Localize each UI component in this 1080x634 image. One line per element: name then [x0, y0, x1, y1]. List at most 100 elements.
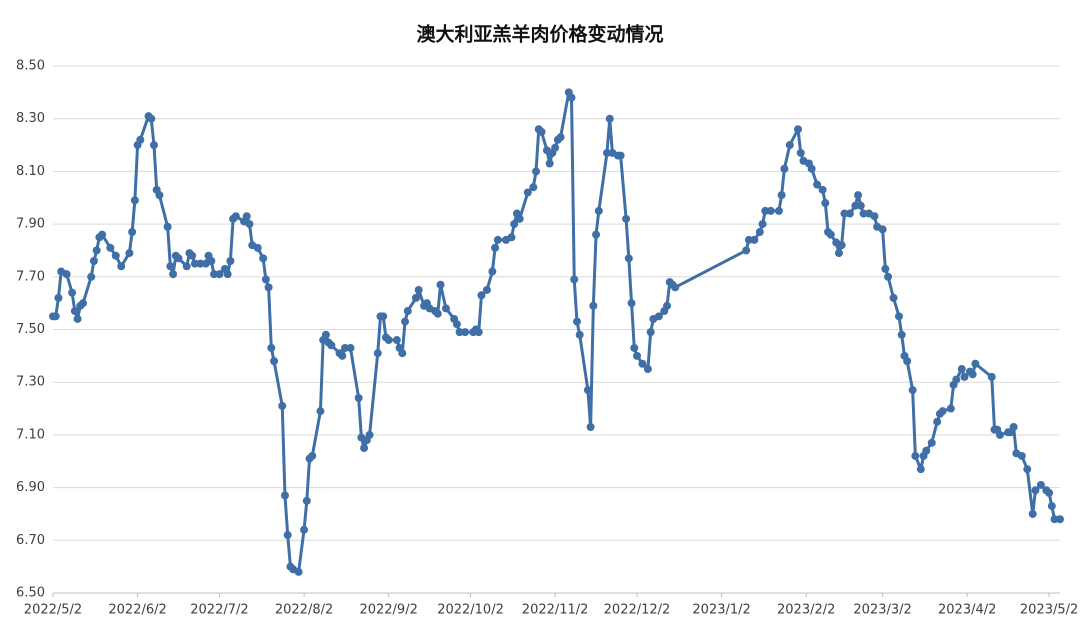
data-point	[845, 209, 854, 218]
data-point	[491, 243, 500, 252]
x-tick-label: 2022/9/2	[359, 603, 417, 618]
data-point	[188, 251, 197, 260]
x-tick-label: 2022/5/2	[24, 603, 82, 618]
data-point	[551, 143, 560, 152]
data-point	[294, 567, 303, 576]
data-point	[933, 417, 942, 426]
data-point	[379, 312, 388, 321]
data-point	[995, 430, 1004, 439]
data-point	[586, 422, 595, 431]
data-point	[354, 394, 363, 403]
data-point	[253, 243, 262, 252]
data-point	[441, 304, 450, 313]
data-point	[813, 180, 822, 189]
data-point	[532, 167, 541, 176]
data-point	[654, 312, 663, 321]
data-point	[515, 214, 524, 223]
x-tick-label: 2022/10/2	[437, 603, 504, 618]
data-point	[889, 293, 898, 302]
data-point	[510, 220, 519, 229]
data-point	[818, 185, 827, 194]
data-point	[758, 220, 767, 229]
data-point	[616, 151, 625, 160]
data-point	[384, 336, 393, 345]
data-point	[646, 328, 655, 337]
data-point	[215, 270, 224, 279]
data-point	[884, 272, 893, 281]
y-tick-label: 7.70	[16, 269, 45, 284]
y-tick-label: 7.90	[16, 217, 45, 232]
data-point	[147, 114, 156, 123]
data-point	[1028, 509, 1037, 518]
data-point	[182, 262, 191, 271]
data-point	[360, 444, 369, 453]
data-point	[570, 275, 579, 284]
data-point	[663, 301, 672, 310]
data-point	[1045, 488, 1054, 497]
data-point	[807, 164, 816, 173]
data-point	[267, 343, 276, 352]
data-point	[398, 349, 407, 358]
y-tick-label: 8.50	[16, 59, 45, 74]
data-point	[834, 249, 843, 258]
data-point	[283, 531, 292, 540]
data-point	[111, 251, 120, 260]
data-point	[316, 407, 325, 416]
data-point	[881, 264, 890, 273]
data-point	[957, 365, 966, 374]
data-point	[627, 299, 636, 308]
data-point	[280, 491, 289, 500]
data-point	[922, 446, 931, 455]
data-point	[488, 267, 497, 276]
data-point	[774, 206, 783, 215]
data-point	[128, 228, 137, 237]
data-point	[1047, 502, 1056, 511]
y-tick-label: 7.10	[16, 427, 45, 442]
data-point	[166, 262, 175, 271]
x-tick-label: 2023/4/2	[938, 603, 996, 618]
x-tick-label: 2022/8/2	[275, 603, 333, 618]
data-point	[493, 235, 502, 244]
data-point	[136, 135, 145, 144]
data-point	[750, 235, 759, 244]
data-point	[545, 159, 554, 168]
data-point	[270, 357, 279, 366]
data-point	[259, 254, 268, 263]
data-point	[968, 370, 977, 379]
data-point	[169, 270, 178, 279]
data-point	[482, 285, 491, 294]
data-point	[796, 148, 805, 157]
data-point	[643, 365, 652, 374]
x-tick-label: 2022/7/2	[190, 603, 248, 618]
data-point	[583, 386, 592, 395]
data-point	[572, 317, 581, 326]
data-point	[327, 341, 336, 350]
data-point	[130, 196, 139, 205]
data-point	[264, 283, 273, 292]
data-point	[68, 288, 77, 297]
data-point	[461, 328, 470, 337]
x-tick-label: 2022/6/2	[108, 603, 166, 618]
data-point	[51, 312, 60, 321]
data-point	[630, 343, 639, 352]
data-point	[780, 164, 789, 173]
data-point	[401, 317, 410, 326]
data-point	[242, 212, 251, 221]
y-tick-label: 8.30	[16, 111, 45, 126]
data-point	[231, 212, 240, 221]
data-point	[894, 312, 903, 321]
x-tick-label: 2023/1/2	[692, 603, 750, 618]
data-point	[106, 243, 115, 252]
data-point	[223, 270, 232, 279]
data-point	[589, 301, 598, 310]
y-tick-label: 6.50	[16, 586, 45, 601]
data-point	[575, 330, 584, 339]
data-point	[821, 199, 830, 208]
data-point	[436, 280, 445, 289]
data-point	[155, 191, 164, 200]
data-point	[1023, 465, 1032, 474]
data-point	[785, 141, 794, 150]
data-point	[373, 349, 382, 358]
data-point	[87, 272, 96, 281]
data-point	[742, 246, 751, 255]
